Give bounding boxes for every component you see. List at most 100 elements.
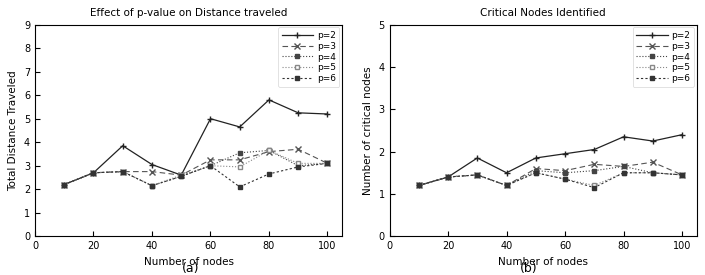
p=6 (294, 165, 302, 169)
p=5 (473, 173, 482, 177)
p=5 (649, 171, 657, 174)
p=4 (265, 149, 274, 152)
p=2 (619, 135, 627, 138)
p=4 (118, 170, 127, 173)
p=2 (415, 184, 423, 187)
p=2 (235, 125, 244, 129)
Line: p=2: p=2 (415, 131, 685, 189)
Line: p=6: p=6 (62, 161, 330, 189)
p=2 (590, 148, 599, 151)
p=6 (60, 183, 68, 186)
p=5 (265, 149, 274, 152)
p=2 (444, 175, 453, 179)
Legend: p=2, p=3, p=4, p=5, p=6: p=2, p=3, p=4, p=5, p=6 (632, 28, 694, 87)
p=5 (323, 162, 331, 165)
p=6 (649, 171, 657, 174)
p=4 (473, 173, 482, 177)
p=4 (619, 165, 627, 168)
p=2 (323, 112, 331, 116)
p=2 (207, 117, 215, 120)
p=4 (148, 184, 157, 187)
p=4 (177, 175, 185, 178)
p=3 (118, 170, 127, 173)
X-axis label: Number of nodes: Number of nodes (498, 257, 588, 267)
Line: p=3: p=3 (61, 146, 331, 188)
p=4 (323, 162, 331, 165)
p=3 (444, 175, 453, 179)
p=4 (444, 175, 453, 179)
p=5 (532, 171, 540, 174)
p=4 (207, 164, 215, 167)
p=4 (532, 169, 540, 172)
p=5 (118, 170, 127, 173)
p=3 (90, 171, 98, 174)
Title: Critical Nodes Identified: Critical Nodes Identified (480, 8, 606, 18)
p=4 (60, 183, 68, 186)
Y-axis label: Total Distance Traveled: Total Distance Traveled (8, 70, 18, 191)
p=2 (503, 171, 511, 174)
p=6 (444, 175, 453, 179)
Line: p=2: p=2 (61, 97, 331, 188)
p=3 (532, 167, 540, 170)
p=6 (503, 184, 511, 187)
p=3 (590, 163, 599, 166)
p=3 (415, 184, 423, 187)
p=6 (118, 170, 127, 173)
p=4 (235, 151, 244, 155)
p=2 (473, 156, 482, 160)
p=6 (148, 184, 157, 187)
Line: p=5: p=5 (62, 148, 330, 188)
p=5 (235, 165, 244, 169)
p=4 (294, 164, 302, 167)
p=3 (294, 148, 302, 151)
p=2 (90, 171, 98, 174)
p=3 (649, 161, 657, 164)
p=2 (118, 144, 127, 147)
p=5 (207, 164, 215, 167)
p=6 (90, 171, 98, 174)
p=2 (649, 139, 657, 143)
p=2 (60, 183, 68, 186)
p=4 (415, 184, 423, 187)
p=2 (148, 163, 157, 166)
p=6 (177, 175, 185, 178)
p=5 (678, 173, 686, 177)
p=2 (265, 98, 274, 101)
p=6 (265, 172, 274, 176)
p=6 (415, 184, 423, 187)
p=4 (678, 173, 686, 177)
p=4 (561, 171, 570, 174)
p=2 (532, 156, 540, 160)
p=5 (60, 183, 68, 186)
p=3 (235, 158, 244, 161)
p=6 (235, 185, 244, 189)
Line: p=5: p=5 (417, 170, 685, 188)
p=5 (415, 184, 423, 187)
X-axis label: Number of nodes: Number of nodes (144, 257, 233, 267)
p=5 (148, 184, 157, 187)
p=3 (561, 169, 570, 172)
p=5 (619, 171, 627, 174)
p=5 (590, 184, 599, 187)
p=6 (561, 177, 570, 181)
p=2 (678, 133, 686, 136)
p=5 (294, 162, 302, 165)
p=3 (265, 150, 274, 153)
p=3 (678, 173, 686, 177)
p=4 (649, 171, 657, 174)
p=6 (590, 186, 599, 189)
p=3 (473, 173, 482, 177)
p=4 (90, 171, 98, 174)
p=3 (177, 174, 185, 177)
Line: p=3: p=3 (415, 159, 685, 189)
p=3 (619, 165, 627, 168)
p=3 (503, 184, 511, 187)
p=2 (177, 174, 185, 177)
p=3 (60, 183, 68, 186)
p=4 (590, 169, 599, 172)
Line: p=4: p=4 (417, 164, 685, 188)
p=5 (503, 184, 511, 187)
p=5 (561, 177, 570, 181)
Line: p=6: p=6 (417, 170, 685, 190)
p=6 (207, 164, 215, 167)
